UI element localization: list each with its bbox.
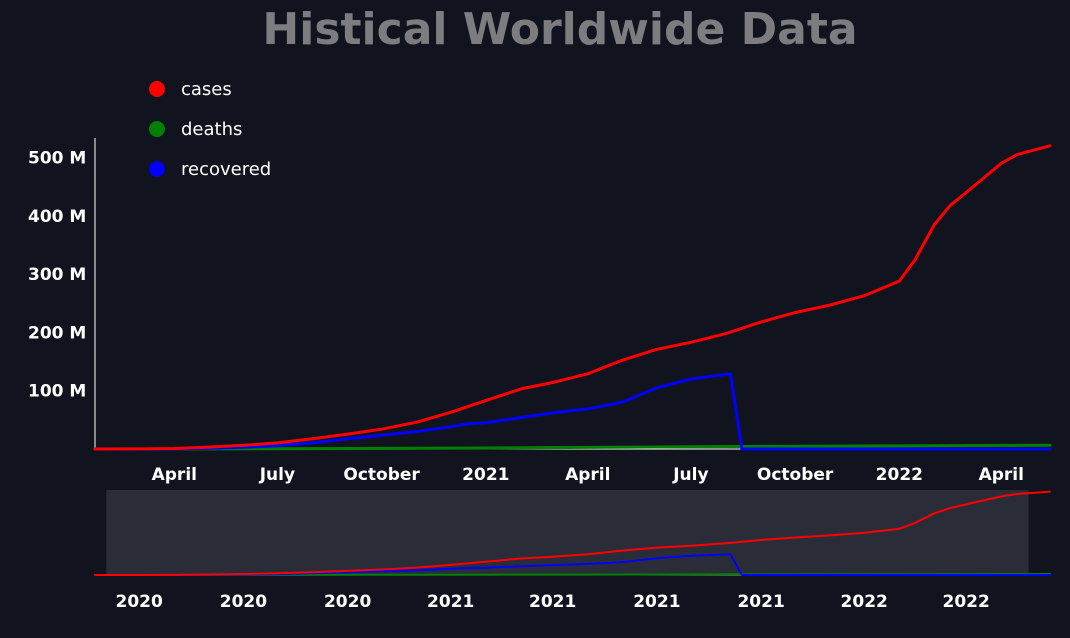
y-tick-label: 500 M	[28, 148, 86, 168]
x-tick-label: April	[979, 465, 1024, 485]
x-tick-label: 2021	[462, 465, 509, 485]
x-tick-label: July	[259, 465, 295, 485]
legend-marker-recovered	[149, 161, 165, 177]
series-line-cases-overview[interactable]	[94, 490, 1051, 576]
brush-x-tick-label: 2020	[116, 592, 163, 612]
brush-x-tick-label: 2022	[841, 592, 888, 612]
main-plot: 100 M 200 M 300 M 400 M 500 M April July Octobe…	[28, 138, 1052, 485]
legend-label-deaths: deaths	[181, 119, 242, 140]
brush-x-tick-label: 2021	[737, 592, 784, 612]
brush-x-tick-label: 2020	[220, 592, 267, 612]
brush-x-tick-label: 2021	[427, 592, 474, 612]
brush-x-tick-label: 2021	[529, 592, 576, 612]
x-tick-label: April	[565, 465, 610, 485]
y-tick-label: 100 M	[28, 382, 86, 402]
legend-label-recovered: recovered	[181, 159, 271, 180]
legend-item-deaths[interactable]: deaths	[149, 119, 242, 140]
y-tick-label: 200 M	[28, 323, 86, 343]
y-tick-label: 300 M	[28, 265, 86, 285]
chart-title: Histical Worldwide Data	[262, 4, 858, 55]
x-tick-label: October	[757, 465, 834, 485]
brush-x-tick-label: 2022	[943, 592, 990, 612]
x-tick-label: 2022	[876, 465, 923, 485]
brush-selection[interactable]	[106, 490, 1029, 575]
legend-marker-deaths	[149, 121, 165, 137]
legend-item-cases[interactable]: cases	[149, 79, 232, 100]
series-line-recovered[interactable]	[93, 372, 1052, 451]
legend-marker-cases	[149, 81, 165, 97]
legend: cases deaths recovered	[149, 79, 271, 180]
x-tick-label: July	[672, 465, 708, 485]
series-line-cases[interactable]	[93, 144, 1052, 451]
brush-x-tick-label: 2020	[324, 592, 371, 612]
legend-label-cases: cases	[181, 79, 232, 100]
overview-brush: 2020 2020 2020 2021 2021 2021 2021 2022 2022	[94, 490, 1051, 612]
y-tick-label: 400 M	[28, 207, 86, 227]
brush-x-tick-label: 2021	[633, 592, 680, 612]
legend-item-recovered[interactable]: recovered	[149, 159, 271, 180]
x-tick-label: April	[152, 465, 197, 485]
x-tick-label: October	[343, 465, 420, 485]
